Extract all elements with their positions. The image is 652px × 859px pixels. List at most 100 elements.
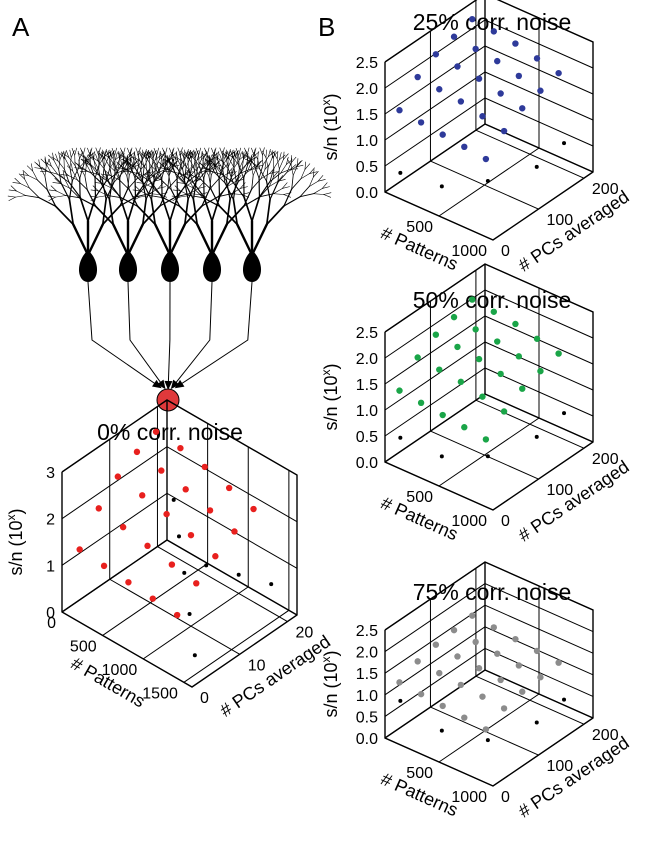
dendrite <box>197 224 212 255</box>
data-point <box>163 511 169 517</box>
data-point <box>555 659 561 665</box>
z-tick-label: 3 <box>46 465 55 482</box>
data-point <box>469 16 475 22</box>
data-point <box>439 703 445 709</box>
data-point <box>476 665 482 671</box>
dendrite <box>69 157 75 165</box>
y-axis-label: # PCs averaged <box>515 732 633 821</box>
dendrite <box>127 148 130 155</box>
soma <box>119 250 137 282</box>
z-axis-label-part: ) <box>6 508 26 514</box>
dendrite <box>314 194 324 195</box>
dendrite <box>88 224 103 255</box>
data-point <box>115 473 121 479</box>
data-point <box>134 449 140 455</box>
z-tick-label: 0.5 <box>356 159 378 176</box>
dendrite <box>290 169 298 170</box>
soma <box>79 250 97 282</box>
grid-line <box>493 610 593 786</box>
data-point <box>537 88 543 94</box>
data-point <box>436 86 442 92</box>
data-point <box>534 55 540 61</box>
dendrite <box>287 159 291 166</box>
data-point <box>96 505 102 511</box>
data-point <box>250 506 256 512</box>
dendrite <box>324 195 331 198</box>
data-point <box>150 595 156 601</box>
grid-line <box>385 46 593 114</box>
data-point <box>501 705 507 711</box>
dendrite <box>208 169 216 170</box>
data-point <box>398 436 402 440</box>
data-point <box>512 40 518 46</box>
data-point <box>497 371 503 377</box>
page: A B 0% corr. noise012305001000150001020s… <box>0 0 652 859</box>
data-point <box>472 46 478 52</box>
data-point <box>458 682 464 688</box>
data-point <box>153 429 159 435</box>
data-point <box>535 721 539 725</box>
dendrite <box>274 194 284 195</box>
data-point <box>212 553 218 559</box>
chart-title: 50% corr. noise <box>413 287 572 313</box>
data-point <box>454 344 460 350</box>
dendrite <box>113 224 128 255</box>
chart-title: 75% corr. noise <box>413 579 572 605</box>
grid-line <box>385 368 593 436</box>
data-point <box>182 486 188 492</box>
data-point <box>497 677 503 683</box>
dendrite <box>126 169 134 170</box>
dendrite <box>212 197 219 221</box>
data-point <box>207 507 213 513</box>
y-axis-label: # PCs averaged <box>515 456 633 545</box>
grid-line <box>184 470 289 682</box>
data-point <box>469 612 475 618</box>
dendrite <box>9 197 16 200</box>
dendrite <box>56 196 66 198</box>
data-point <box>494 650 500 656</box>
data-point <box>433 331 439 337</box>
data-point <box>491 309 497 315</box>
data-point <box>519 385 525 391</box>
data-point <box>101 563 107 569</box>
data-point <box>555 70 561 76</box>
z-tick-label: 2 <box>46 512 55 529</box>
z-axis-label-part: s/n (10 <box>321 662 341 717</box>
data-point <box>479 113 485 119</box>
dendrite <box>56 191 65 196</box>
dendrite <box>8 196 15 197</box>
x-tick-label: 500 <box>70 638 97 655</box>
axon <box>173 282 212 386</box>
z-axis-label-part: s/n (10 <box>321 105 341 160</box>
data-point <box>226 485 232 491</box>
data-point <box>483 726 489 732</box>
data-point <box>433 641 439 647</box>
data-point <box>461 714 467 720</box>
dendrite <box>244 197 252 221</box>
grid-line <box>385 72 593 140</box>
y-tick-label: 0 <box>501 789 510 806</box>
data-point <box>537 368 543 374</box>
z-tick-label: 2.0 <box>356 81 378 98</box>
dendrite <box>59 159 60 169</box>
data-point <box>158 467 164 473</box>
y-tick-label: 0 <box>501 513 510 530</box>
data-point <box>555 350 561 356</box>
data-point <box>562 698 566 702</box>
z-tick-label: 1.5 <box>356 107 378 124</box>
dendrite <box>75 148 77 155</box>
data-point <box>454 653 460 659</box>
data-point <box>414 74 420 80</box>
data-point <box>454 63 460 69</box>
data-point <box>472 326 478 332</box>
z-tick-label: 1 <box>46 558 55 575</box>
dendrite <box>250 169 258 170</box>
z-axis-label: s/n (10x) <box>4 508 26 575</box>
data-point <box>534 648 540 654</box>
data-point <box>516 662 522 668</box>
data-point <box>562 411 566 415</box>
data-point <box>494 338 500 344</box>
data-point <box>120 524 126 530</box>
dendrite <box>87 148 90 155</box>
data-point <box>486 179 490 183</box>
